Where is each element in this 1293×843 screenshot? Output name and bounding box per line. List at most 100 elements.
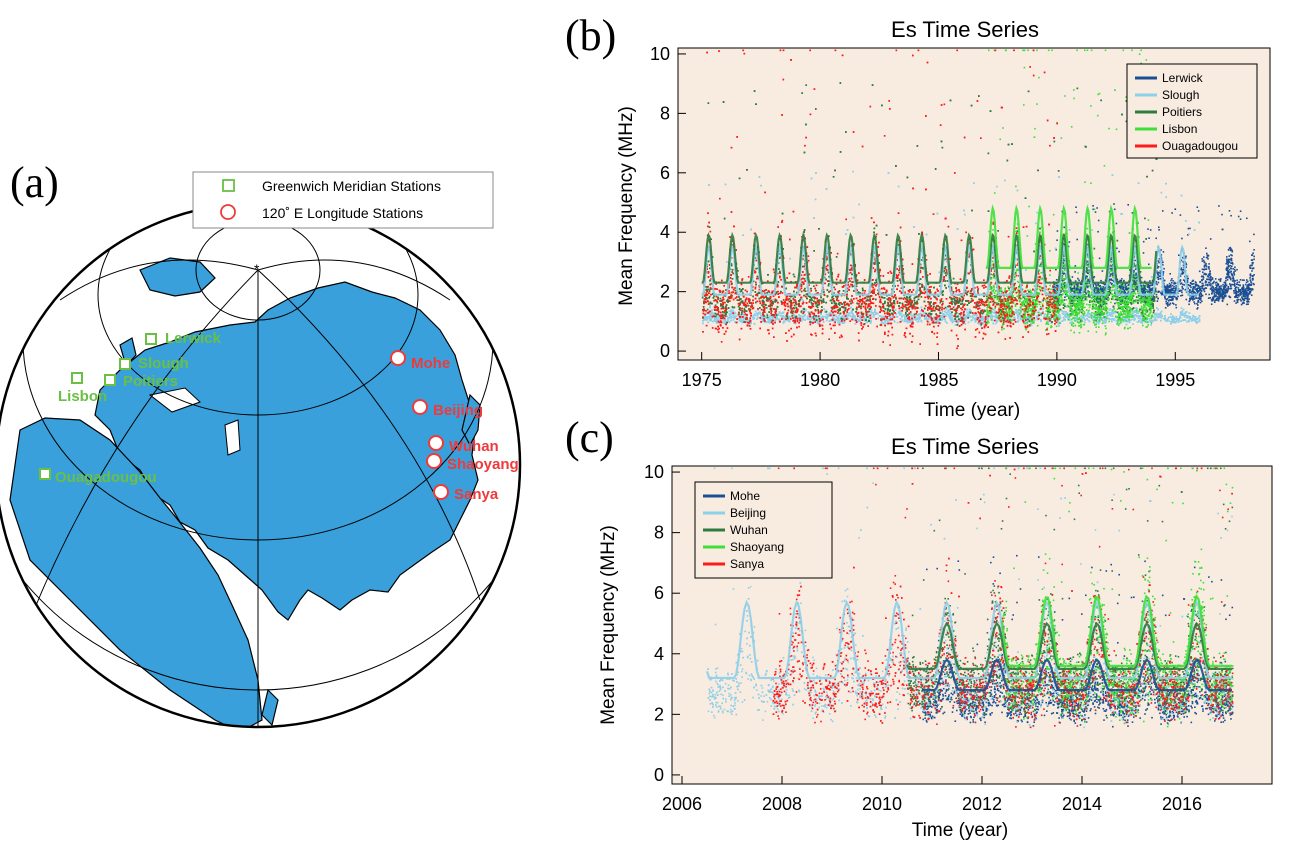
data-point [1171, 284, 1174, 287]
data-point [1108, 278, 1111, 281]
data-point [1192, 285, 1195, 288]
data-point [1196, 288, 1199, 291]
data-point [1235, 296, 1237, 299]
data-point [1198, 297, 1200, 299]
data-point [1148, 285, 1151, 287]
data-point [1190, 291, 1192, 293]
data-point [1237, 294, 1239, 297]
data-point [1134, 265, 1136, 267]
data-point [1171, 282, 1173, 284]
data-point [1151, 289, 1154, 292]
data-point [1182, 261, 1184, 263]
data-point [1129, 269, 1131, 271]
data-point [1200, 296, 1202, 298]
data-point [1193, 301, 1195, 303]
data-point [1175, 304, 1177, 306]
data-point [1085, 267, 1088, 269]
data-point [1175, 285, 1177, 287]
data-point [1197, 291, 1199, 293]
data-point [1199, 292, 1201, 295]
data-point [1222, 293, 1225, 296]
data-point [1191, 289, 1194, 292]
data-point [1162, 271, 1165, 273]
data-point [1171, 212, 1173, 214]
data-point [1215, 281, 1218, 284]
data-point [1233, 272, 1235, 275]
data-point [1084, 291, 1087, 294]
data-point [1221, 293, 1223, 295]
data-point [1230, 287, 1233, 290]
data-point [1142, 252, 1145, 254]
data-point [1123, 290, 1126, 293]
data-point [1158, 261, 1160, 264]
data-point [1216, 297, 1218, 300]
data-point [1138, 295, 1140, 297]
data-point [1084, 286, 1087, 289]
data-point [1237, 215, 1240, 218]
data-point [1113, 208, 1116, 211]
data-point [1248, 293, 1251, 295]
data-point [1061, 272, 1064, 274]
data-point [1089, 279, 1091, 282]
map-legend-box [192, 171, 494, 229]
data-point [1201, 260, 1204, 262]
data-point [1071, 288, 1073, 290]
data-point [1159, 270, 1162, 272]
data-point [1206, 284, 1209, 287]
data-point [1198, 293, 1201, 296]
data-point [1186, 275, 1189, 278]
data-point [1182, 271, 1185, 274]
data-point [1055, 287, 1058, 289]
data-point [1229, 258, 1231, 261]
data-point [1124, 303, 1127, 306]
data-point [1084, 297, 1087, 300]
data-point [1227, 289, 1229, 291]
data-point [1223, 288, 1226, 291]
data-point [1188, 303, 1190, 306]
data-point [1070, 280, 1072, 282]
data-point [1242, 288, 1245, 291]
data-point [1244, 290, 1247, 292]
data-point [1181, 291, 1183, 294]
data-point [1119, 286, 1121, 289]
data-point [1163, 267, 1165, 270]
data-point [1202, 276, 1205, 279]
data-point [1122, 286, 1125, 289]
data-point [1097, 230, 1099, 233]
data-point [1140, 284, 1143, 287]
data-point [1086, 269, 1088, 272]
data-point [1150, 284, 1152, 287]
data-point [1209, 276, 1212, 279]
data-point [1230, 267, 1233, 270]
data-point [1135, 277, 1137, 280]
data-point [1241, 297, 1244, 299]
data-point [1194, 283, 1197, 286]
data-point [1086, 275, 1088, 278]
data-point [1169, 292, 1171, 295]
data-point [1225, 276, 1228, 279]
data-point [1221, 290, 1224, 292]
station-label-sanya: Sanya [454, 486, 499, 503]
data-point [1078, 291, 1081, 293]
data-point [1112, 279, 1114, 282]
data-point [1120, 286, 1123, 288]
data-point [1160, 254, 1163, 256]
data-point [1224, 283, 1227, 286]
data-point [1168, 282, 1171, 285]
data-point [1169, 291, 1171, 293]
data-point [1241, 296, 1243, 298]
data-point [1095, 283, 1097, 285]
data-point [1246, 217, 1248, 220]
data-point [1155, 293, 1158, 296]
data-point [1245, 295, 1247, 298]
data-point [1187, 287, 1189, 290]
data-point [1251, 267, 1254, 270]
data-point [1170, 291, 1172, 293]
data-point [1199, 281, 1201, 283]
data-point [1215, 291, 1217, 294]
data-point [1173, 285, 1175, 288]
data-point [1213, 292, 1216, 295]
data-point [1109, 267, 1111, 270]
data-point [1228, 276, 1231, 278]
data-point [1144, 295, 1146, 298]
